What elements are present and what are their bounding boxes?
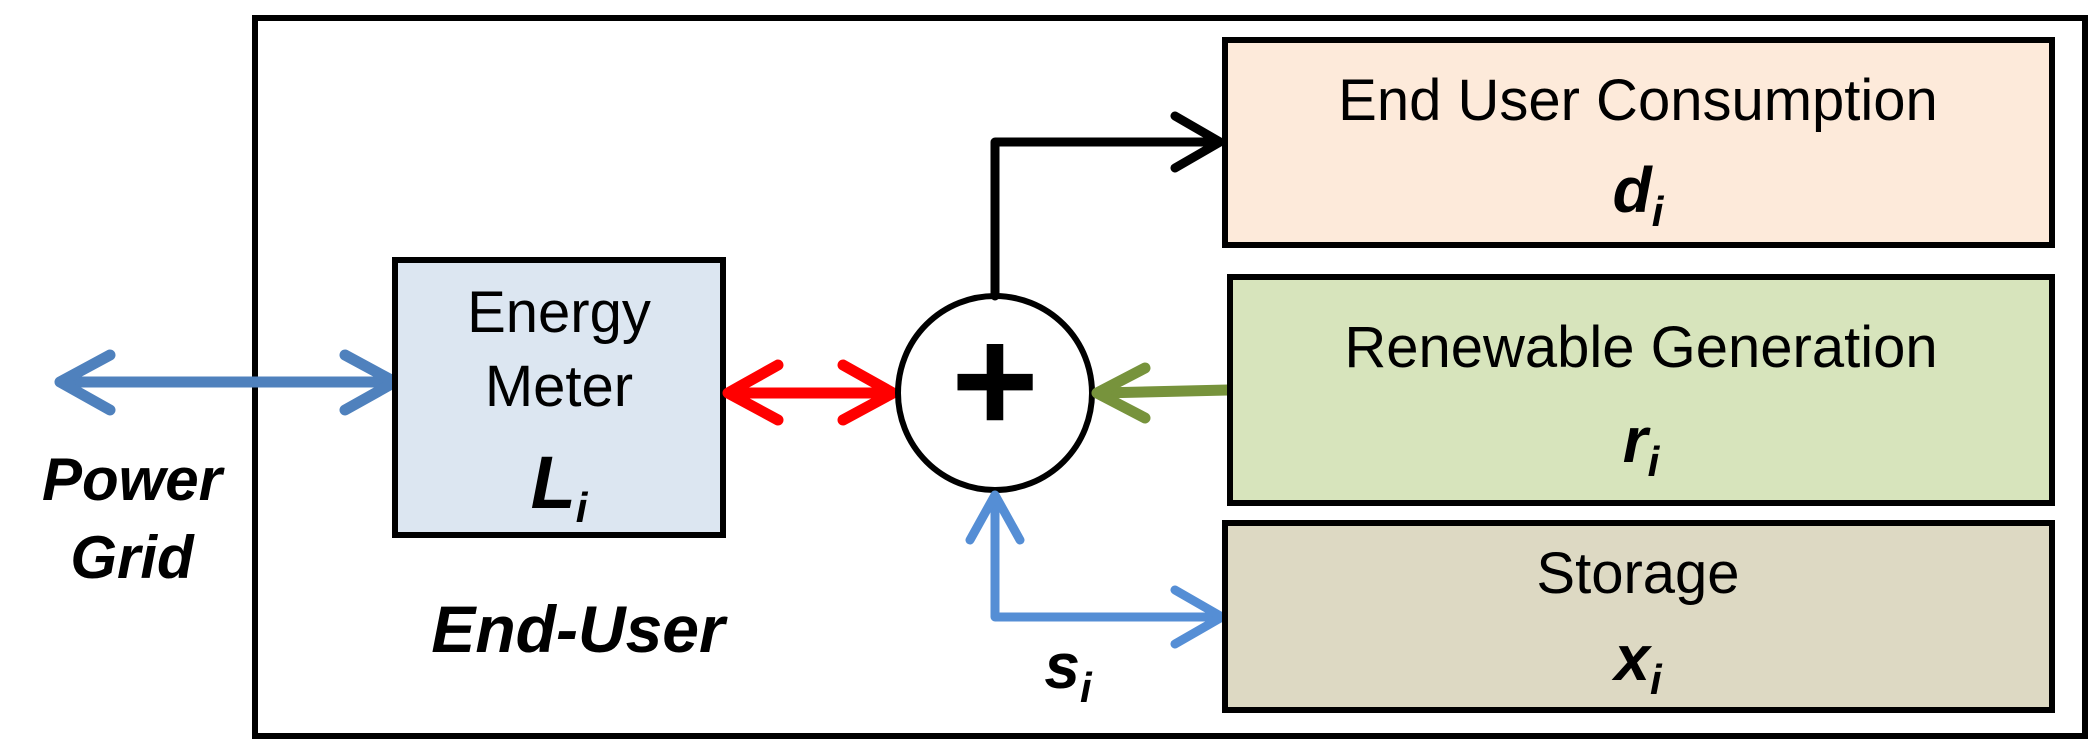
energy-meter-label-line1: Energy <box>467 280 651 345</box>
storage-box <box>1222 520 2055 713</box>
consumption-title: End User Consumption <box>1338 68 1938 133</box>
plus-icon: + <box>951 296 1039 464</box>
junction-consumption-arrow <box>990 111 1225 301</box>
consumption-box <box>1222 37 2055 248</box>
energy-meter-symbol: Li <box>531 441 589 531</box>
renewable-title: Renewable Generation <box>1344 315 1937 380</box>
renewable-var: r <box>1623 404 1651 476</box>
end-user-label: End-User <box>431 592 728 666</box>
consumption-var: d <box>1613 154 1654 226</box>
renewable-box <box>1227 274 2055 506</box>
storage-flow-label: si <box>1044 630 1093 711</box>
energy-meter-box <box>392 257 726 538</box>
renewable-subscript: i <box>1648 438 1661 485</box>
meter-junction-arrow <box>722 359 899 426</box>
energy-meter-label-line2: Meter <box>485 354 633 419</box>
storage-flow-var: s <box>1044 630 1080 702</box>
consumption-subscript: i <box>1652 188 1665 235</box>
storage-symbol: xi <box>1611 622 1663 703</box>
consumption-symbol: di <box>1613 154 1665 235</box>
storage-subscript: i <box>1650 656 1663 703</box>
renewable-symbol: ri <box>1623 404 1661 485</box>
power-grid-label-line1: Power <box>42 446 226 513</box>
power-grid-label-line2: Grid <box>70 524 195 591</box>
storage-title: Storage <box>1536 541 1739 606</box>
meter-subscript: i <box>576 484 589 531</box>
storage-flow-subscript: i <box>1080 664 1093 711</box>
renewable-junction-arrow <box>1091 362 1234 424</box>
storage-var: x <box>1611 622 1652 694</box>
meter-symbol: L <box>531 441 576 524</box>
